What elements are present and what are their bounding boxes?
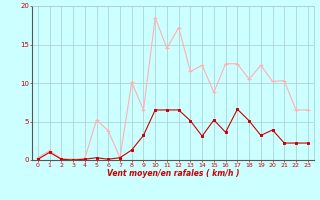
X-axis label: Vent moyen/en rafales ( km/h ): Vent moyen/en rafales ( km/h ) <box>107 169 239 178</box>
